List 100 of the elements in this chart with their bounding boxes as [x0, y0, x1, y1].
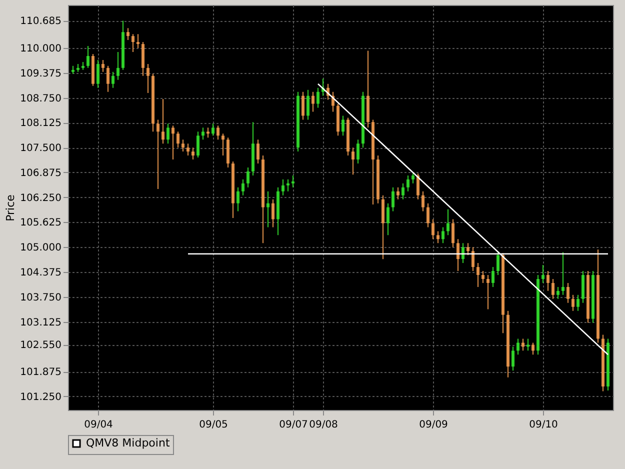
- candlestick: [396, 186, 400, 200]
- candlestick: [482, 270, 484, 284]
- x-tick-label: 09/04: [84, 420, 113, 430]
- x-tick-label: 09/09: [419, 420, 448, 430]
- candlestick: [132, 34, 134, 52]
- candlestick: [172, 125, 174, 160]
- y-tick-label: 102.550: [20, 340, 62, 352]
- candlestick: [156, 119, 160, 190]
- candlestick: [142, 42, 144, 76]
- candlestick: [106, 65, 110, 92]
- candlestick: [342, 115, 344, 136]
- text: QMV8 Midpoint: [86, 436, 170, 450]
- candlestick: [222, 133, 224, 156]
- candlestick: [566, 282, 570, 304]
- candlestick: [186, 143, 190, 156]
- candlestick: [582, 270, 584, 304]
- candlestick: [226, 137, 230, 168]
- y-tick-label: 105.625: [20, 218, 62, 229]
- candlestick: [356, 139, 360, 164]
- candlestick: [392, 186, 394, 212]
- candlestick: [512, 346, 514, 372]
- candlestick: [576, 294, 580, 312]
- candlestick: [486, 274, 490, 310]
- candlestick: [256, 139, 260, 164]
- candlestick: [526, 338, 530, 352]
- candlestick: [572, 294, 574, 312]
- candlestick: [206, 127, 210, 138]
- candlestick: [432, 218, 434, 240]
- y-axis-title: Price: [4, 194, 18, 222]
- y-tick-label: 110.685: [20, 16, 62, 28]
- y-tick-label: 101.875: [20, 367, 62, 378]
- candlestick: [236, 186, 240, 212]
- candlestick: [496, 250, 500, 276]
- candlestick: [516, 338, 520, 356]
- candlestick: [302, 91, 304, 120]
- candlestick: [382, 194, 384, 260]
- candlestick: [316, 87, 320, 108]
- candlestick: [216, 125, 220, 140]
- candlestick: [96, 59, 100, 88]
- candlestick: [102, 59, 104, 72]
- candlestick: [476, 262, 480, 288]
- candlestick: [306, 89, 310, 120]
- candlestick: [446, 208, 450, 236]
- candlestick: [542, 264, 544, 284]
- candlestick: [212, 123, 214, 136]
- candlestick: [352, 147, 354, 176]
- candlestick: [406, 174, 410, 192]
- y-tick-label: 103.750: [20, 292, 62, 304]
- y-tick-label: 105.000: [20, 242, 62, 254]
- y-tick-label: 110.000: [20, 44, 62, 55]
- candlestick: [466, 242, 470, 256]
- candlestick: [146, 63, 150, 94]
- candlestick: [552, 278, 554, 300]
- y-tick-label: 103.125: [20, 317, 62, 328]
- candlestick: [562, 252, 564, 296]
- candlestick: [272, 198, 274, 228]
- candlestick: [312, 91, 314, 112]
- candlestick: [422, 190, 424, 212]
- candlestick: [456, 238, 460, 272]
- candlestick: [282, 178, 284, 196]
- y-tick-label: 104.375: [20, 268, 62, 279]
- candlestick: [86, 46, 90, 68]
- y-tick-label: 109.375: [20, 68, 62, 80]
- candlestick: [266, 190, 270, 228]
- y-tick-label: 106.875: [20, 168, 62, 179]
- candlestick: [436, 230, 440, 244]
- x-tick-label: 09/05: [199, 420, 228, 430]
- candlestick: [246, 166, 250, 188]
- candlestick: [176, 131, 180, 148]
- candlestick: [196, 131, 200, 158]
- candlestick: [126, 28, 130, 41]
- y-tick-label: 108.750: [20, 93, 62, 104]
- candlestick: [412, 172, 414, 184]
- y-tick-label: 108.125: [20, 118, 62, 130]
- candlestick: [242, 178, 244, 196]
- candlestick: [402, 182, 404, 200]
- candlestick: [442, 226, 444, 244]
- y-tick-label: 106.250: [20, 192, 62, 204]
- candlestick: [556, 286, 560, 300]
- y-tick-label: 107.500: [20, 143, 62, 154]
- candlestick: [202, 127, 204, 140]
- candlestick: [162, 98, 164, 144]
- candlestick: [452, 218, 454, 248]
- candlestick: [136, 34, 140, 49]
- candlestick: [112, 71, 114, 88]
- x-tick-label: 09/08: [309, 420, 338, 430]
- candlestick: [116, 51, 120, 80]
- candlestick: [166, 123, 170, 144]
- candlestick: [386, 202, 390, 236]
- x-tick-label: 09/10: [529, 420, 558, 430]
- candlestick: [416, 172, 420, 200]
- candlestick: [192, 147, 194, 160]
- candlestick: [546, 270, 550, 292]
- candlestick: [426, 202, 430, 228]
- candlestick: [182, 139, 184, 152]
- y-tick-label: 101.250: [20, 392, 62, 403]
- candlestick: [522, 338, 524, 352]
- candlestick: [472, 246, 474, 272]
- candlestick: [292, 174, 294, 188]
- candlestick: [532, 342, 534, 356]
